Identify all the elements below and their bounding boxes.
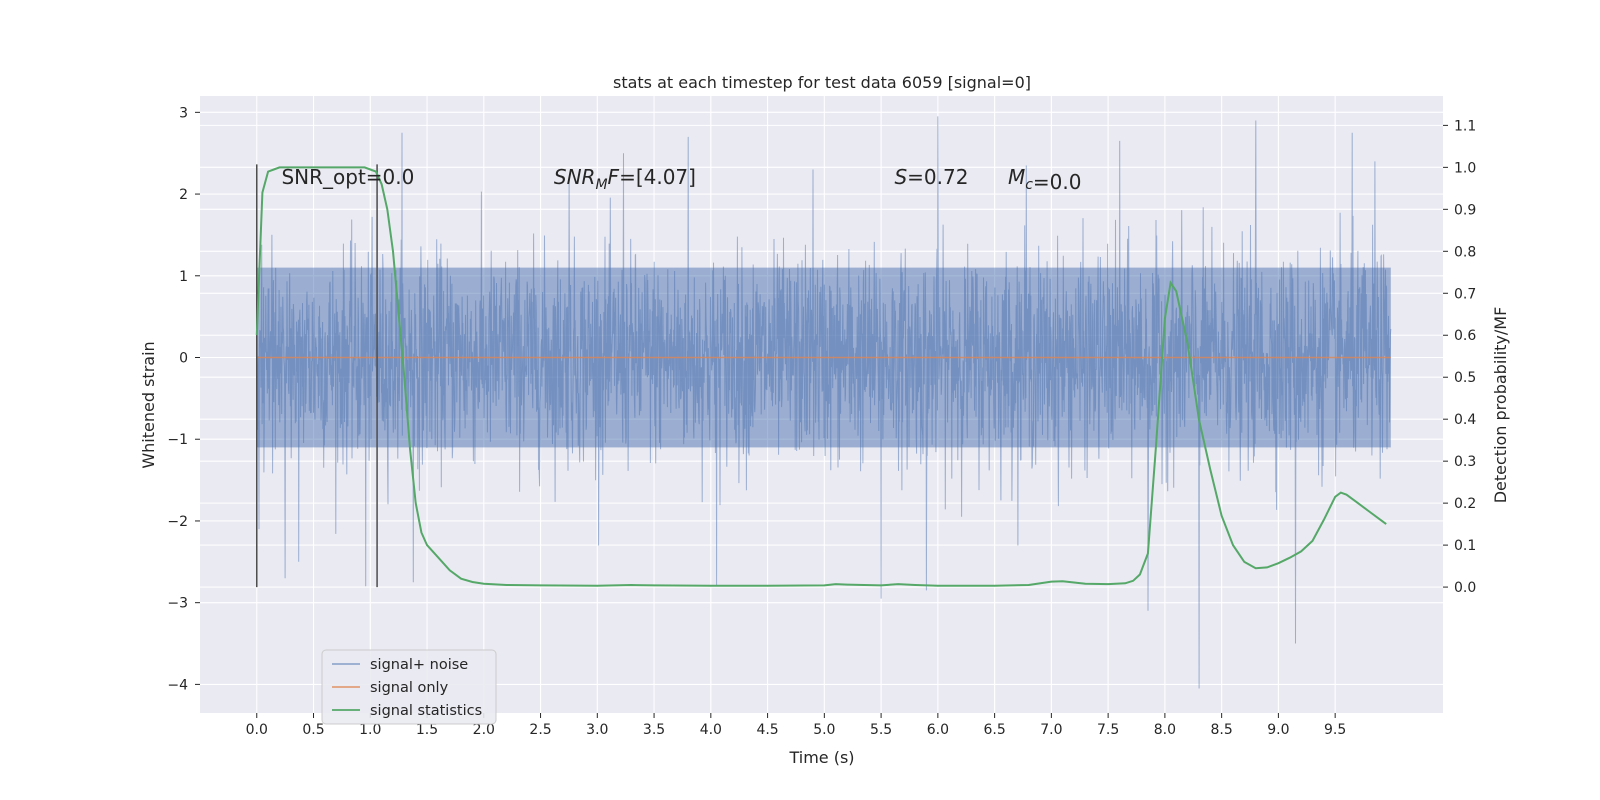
annotation-text: Mc=0.0 bbox=[1008, 165, 1082, 194]
annotation-subscript: M bbox=[595, 177, 607, 193]
x-tick-label: 4.5 bbox=[756, 722, 778, 738]
annotation-text: SNRMF=[4.07] bbox=[554, 165, 696, 193]
x-tick-label: 1.0 bbox=[359, 722, 381, 738]
x-tick-label: 9.0 bbox=[1267, 722, 1289, 738]
y-tick-label: 1 bbox=[179, 269, 188, 285]
y2-tick-label: 0.3 bbox=[1454, 454, 1476, 470]
legend: signal+ noise signal only signal statistic… bbox=[321, 649, 497, 725]
x-tick-label: 0.0 bbox=[246, 722, 268, 738]
legend-label: signal statistics bbox=[370, 703, 482, 719]
y2-axis-label: Detection probability/MF bbox=[1491, 307, 1510, 504]
annotation-italic: SNR bbox=[554, 165, 596, 189]
y2-tick-label: 0.0 bbox=[1454, 580, 1476, 596]
chart-title: stats at each timestep for test data 605… bbox=[613, 73, 1031, 92]
y2-tick-label: 0.5 bbox=[1454, 370, 1476, 386]
x-tick-label: 1.5 bbox=[416, 722, 438, 738]
annotation-rest: =[4.07] bbox=[619, 165, 696, 189]
legend-label: signal only bbox=[370, 680, 449, 696]
x-tick-label: 3.5 bbox=[643, 722, 665, 738]
y2-tick-label: 0.6 bbox=[1454, 328, 1476, 344]
annotation-text: S=0.72 bbox=[894, 165, 968, 189]
annotation-italic: S bbox=[894, 165, 907, 189]
y2-tick-label: 1.1 bbox=[1454, 118, 1476, 134]
annotation-text: SNR_opt=0.0 bbox=[281, 165, 414, 189]
annotation-rest: =0.72 bbox=[907, 165, 968, 189]
x-tick-label: 8.0 bbox=[1154, 722, 1176, 738]
x-tick-label: 3.0 bbox=[586, 722, 608, 738]
x-axis-label: Time (s) bbox=[788, 748, 854, 767]
x-tick-label: 7.5 bbox=[1097, 722, 1119, 738]
x-tick-label: 9.5 bbox=[1324, 722, 1346, 738]
y-axis-label: Whitened strain bbox=[139, 341, 158, 468]
y2-tick-label: 0.1 bbox=[1454, 538, 1476, 554]
annotation-subscript: c bbox=[1025, 177, 1033, 193]
annotation-italic: M bbox=[1008, 165, 1025, 189]
axis-ticks: 0.0 0.5 1.0 1.5 2.0 2.5 3.0 3.5 4.0 4.5 5.0 5.5 6.0 6… bbox=[167, 105, 1476, 738]
x-tick-label: 2.5 bbox=[529, 722, 551, 738]
x-tick-label: 5.0 bbox=[813, 722, 835, 738]
series-signal-statistics bbox=[255, 166, 1387, 587]
annotation-italic: F bbox=[608, 165, 620, 189]
y-tick-label: −2 bbox=[167, 514, 188, 530]
x-tick-label: 5.5 bbox=[870, 722, 892, 738]
y-tick-label: 3 bbox=[179, 105, 188, 121]
plot-series bbox=[255, 116, 1392, 689]
y2-tick-label: 0.4 bbox=[1454, 412, 1476, 428]
y-tick-label: −3 bbox=[167, 596, 188, 612]
y-tick-label: 0 bbox=[179, 351, 188, 367]
legend-box bbox=[321, 649, 497, 725]
x-tick-label: 4.0 bbox=[700, 722, 722, 738]
legend-label: signal+ noise bbox=[370, 657, 468, 673]
y-tick-label: 2 bbox=[179, 187, 188, 203]
x-tick-label: 7.0 bbox=[1040, 722, 1062, 738]
annotation-rest: =0.0 bbox=[1033, 170, 1082, 194]
y-tick-label: −4 bbox=[167, 677, 188, 693]
x-tick-label: 6.5 bbox=[983, 722, 1005, 738]
y2-tick-label: 0.2 bbox=[1454, 496, 1476, 512]
y2-tick-label: 0.9 bbox=[1454, 202, 1476, 218]
y-tick-label: −1 bbox=[167, 432, 188, 448]
y2-tick-label: 0.8 bbox=[1454, 244, 1476, 260]
x-tick-label: 2.0 bbox=[473, 722, 495, 738]
y2-tick-label: 1.0 bbox=[1454, 160, 1476, 176]
annotations: SNR_opt=0.0 SNRMF=[4.07] S=0.72 Mc=0.0 bbox=[281, 165, 1081, 194]
series-signal-noise bbox=[256, 116, 1392, 689]
y2-tick-label: 0.7 bbox=[1454, 286, 1476, 302]
x-tick-label: 6.0 bbox=[927, 722, 949, 738]
x-tick-label: 0.5 bbox=[302, 722, 324, 738]
x-tick-label: 8.5 bbox=[1211, 722, 1233, 738]
